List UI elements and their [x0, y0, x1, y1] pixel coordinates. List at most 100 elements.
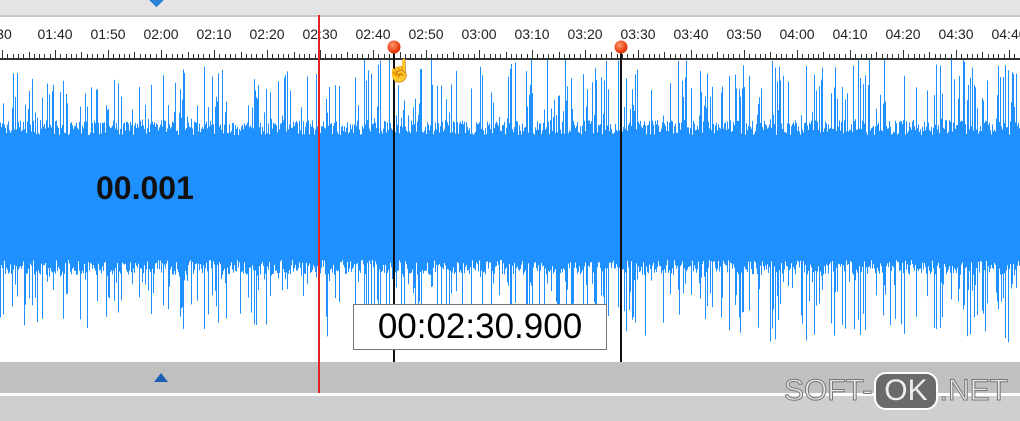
- ruler-label: 02:10: [196, 26, 232, 42]
- ruler-tick: [861, 54, 862, 58]
- overview-position-marker[interactable]: [148, 0, 165, 8]
- ruler-tick: [272, 54, 273, 58]
- ruler-tick: [993, 54, 994, 58]
- marker-handle-end[interactable]: [614, 40, 628, 54]
- ruler-tick: [182, 54, 183, 58]
- ruler-tick: [55, 50, 56, 58]
- ruler-tick: [654, 54, 655, 58]
- ruler-tick: [193, 54, 194, 58]
- ruler-tick: [733, 54, 734, 58]
- ruler-tick: [739, 54, 740, 58]
- ruler-tick: [203, 54, 204, 58]
- ruler-tick: [839, 54, 840, 58]
- ruler-label: 04:00: [779, 26, 815, 42]
- ruler-label: 04:20: [885, 26, 921, 42]
- ruler-tick: [834, 54, 835, 58]
- ruler-tick: [574, 54, 575, 58]
- ruler-tick: [87, 54, 88, 58]
- ruler-tick: [161, 50, 162, 58]
- top-overview-bar[interactable]: [0, 0, 1020, 17]
- ruler-tick: [808, 54, 809, 58]
- ruler-tick: [940, 54, 941, 58]
- ruler-label: 01:50: [90, 26, 126, 42]
- ruler-tick: [527, 54, 528, 58]
- ruler-tick: [553, 54, 554, 58]
- ruler-tick: [611, 52, 612, 58]
- ruler-tick: [988, 54, 989, 58]
- ruler-tick: [262, 54, 263, 58]
- time-ruler[interactable]: :30 01:40 01:50 02:00 02:10 02:20 02:30 02:40 02…: [0, 17, 1020, 60]
- ruler-tick: [315, 54, 316, 58]
- ruler-label: 04:10: [832, 26, 868, 42]
- ruler-tick: [225, 54, 226, 58]
- position-marker-icon[interactable]: [154, 373, 168, 382]
- ruler-tick: [463, 54, 464, 58]
- ruler-tick: [845, 54, 846, 58]
- ruler-tick: [712, 54, 713, 58]
- horizontal-scrollbar[interactable]: [0, 395, 1020, 421]
- ruler-tick: [935, 54, 936, 58]
- ruler-tick: [649, 54, 650, 58]
- ruler-tick: [691, 50, 692, 58]
- ruler-tick: [283, 54, 284, 58]
- ruler-tick: [166, 54, 167, 58]
- ruler-tick: [829, 54, 830, 58]
- ruler-tick: [347, 52, 348, 58]
- ruler-tick: [924, 54, 925, 58]
- ruler-tick: [659, 54, 660, 58]
- ruler-tick: [113, 54, 114, 58]
- ruler-tick: [92, 54, 93, 58]
- ruler-tick: [760, 54, 761, 58]
- ruler-tick: [627, 54, 628, 58]
- ruler-tick: [405, 54, 406, 58]
- waveform[interactable]: [0, 60, 1020, 362]
- ruler-tick: [34, 54, 35, 58]
- ruler-tick: [850, 50, 851, 58]
- ruler-tick: [156, 54, 157, 58]
- ruler-tick: [442, 54, 443, 58]
- ruler-tick: [1009, 50, 1010, 58]
- ruler-tick: [66, 54, 67, 58]
- ruler-tick: [818, 54, 819, 58]
- ruler-tick: [214, 50, 215, 58]
- ruler-tick: [903, 50, 904, 58]
- playhead-line[interactable]: [318, 15, 320, 393]
- ruler-tick: [209, 54, 210, 58]
- ruler-tick: [288, 54, 289, 58]
- ruler-tick: [278, 54, 279, 58]
- ruler-tick: [606, 54, 607, 58]
- ruler-tick: [246, 54, 247, 58]
- ruler-tick: [908, 54, 909, 58]
- ruler-tick: [294, 52, 295, 58]
- ruler-tick: [97, 54, 98, 58]
- ruler-tick: [71, 54, 72, 58]
- ruler-label: 02:30: [302, 26, 338, 42]
- ruler-tick: [389, 54, 390, 58]
- ruler-tick: [357, 54, 358, 58]
- ruler-tick: [622, 54, 623, 58]
- marker-handle-start[interactable]: [387, 40, 401, 54]
- ruler-tick: [108, 50, 109, 58]
- ruler-tick: [506, 52, 507, 58]
- ruler-tick: [590, 54, 591, 58]
- ruler-tick: [235, 54, 236, 58]
- marker-line-end: [620, 50, 622, 362]
- ruler-tick: [702, 54, 703, 58]
- ruler-tick: [309, 54, 310, 58]
- ruler-tick: [325, 54, 326, 58]
- ruler-tick: [198, 54, 199, 58]
- ruler-tick: [13, 54, 14, 58]
- ruler-tick: [680, 54, 681, 58]
- ruler-tick: [426, 50, 427, 58]
- ruler-tick: [770, 52, 771, 58]
- ruler-tick: [23, 54, 24, 58]
- ruler-tick: [119, 54, 120, 58]
- ruler-tick: [945, 54, 946, 58]
- ruler-tick: [188, 52, 189, 58]
- track-label: 00.001: [96, 170, 194, 206]
- ruler-tick: [696, 54, 697, 58]
- ruler-tick: [421, 54, 422, 58]
- ruler-tick: [479, 50, 480, 58]
- ruler-label: 02:50: [408, 26, 444, 42]
- ruler-tick: [686, 54, 687, 58]
